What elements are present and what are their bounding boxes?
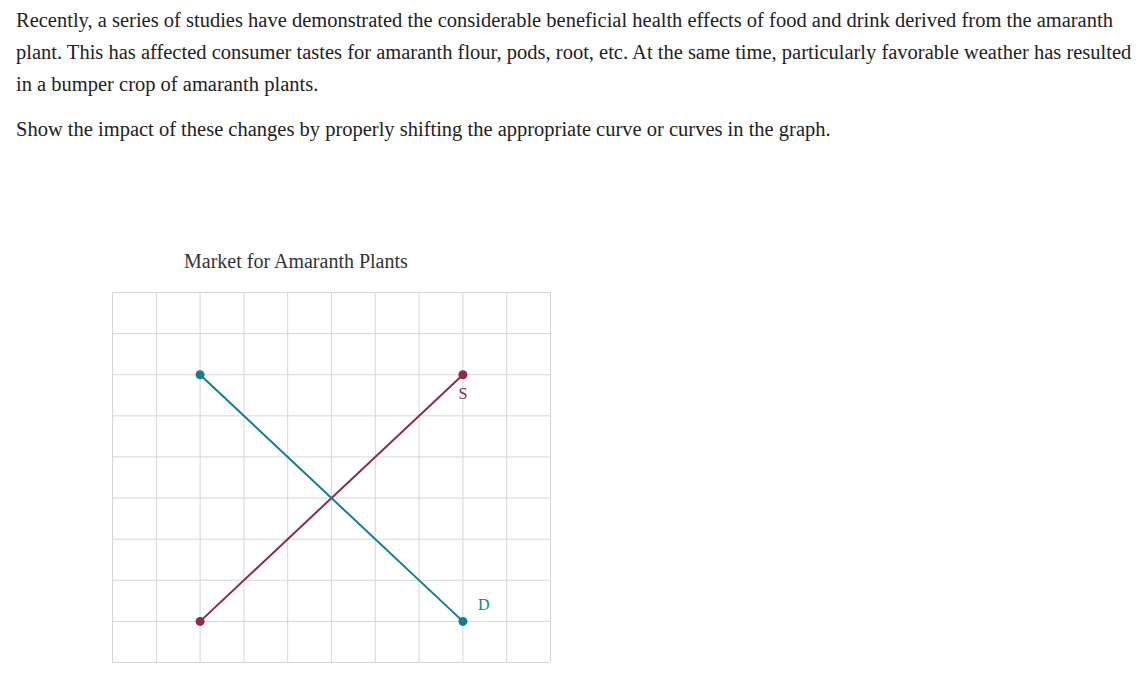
html-text:Market for Amaranth Plants: Market for Amaranth Plants bbox=[184, 250, 408, 272]
html-text:Show the impact of these chang: Show the impact of these changes by prop… bbox=[16, 118, 831, 140]
svg-text:D: D bbox=[478, 596, 490, 613]
svg-text:S: S bbox=[458, 385, 467, 402]
html-text:Recently, a series of studies: Recently, a series of studies have demon… bbox=[16, 9, 1132, 95]
